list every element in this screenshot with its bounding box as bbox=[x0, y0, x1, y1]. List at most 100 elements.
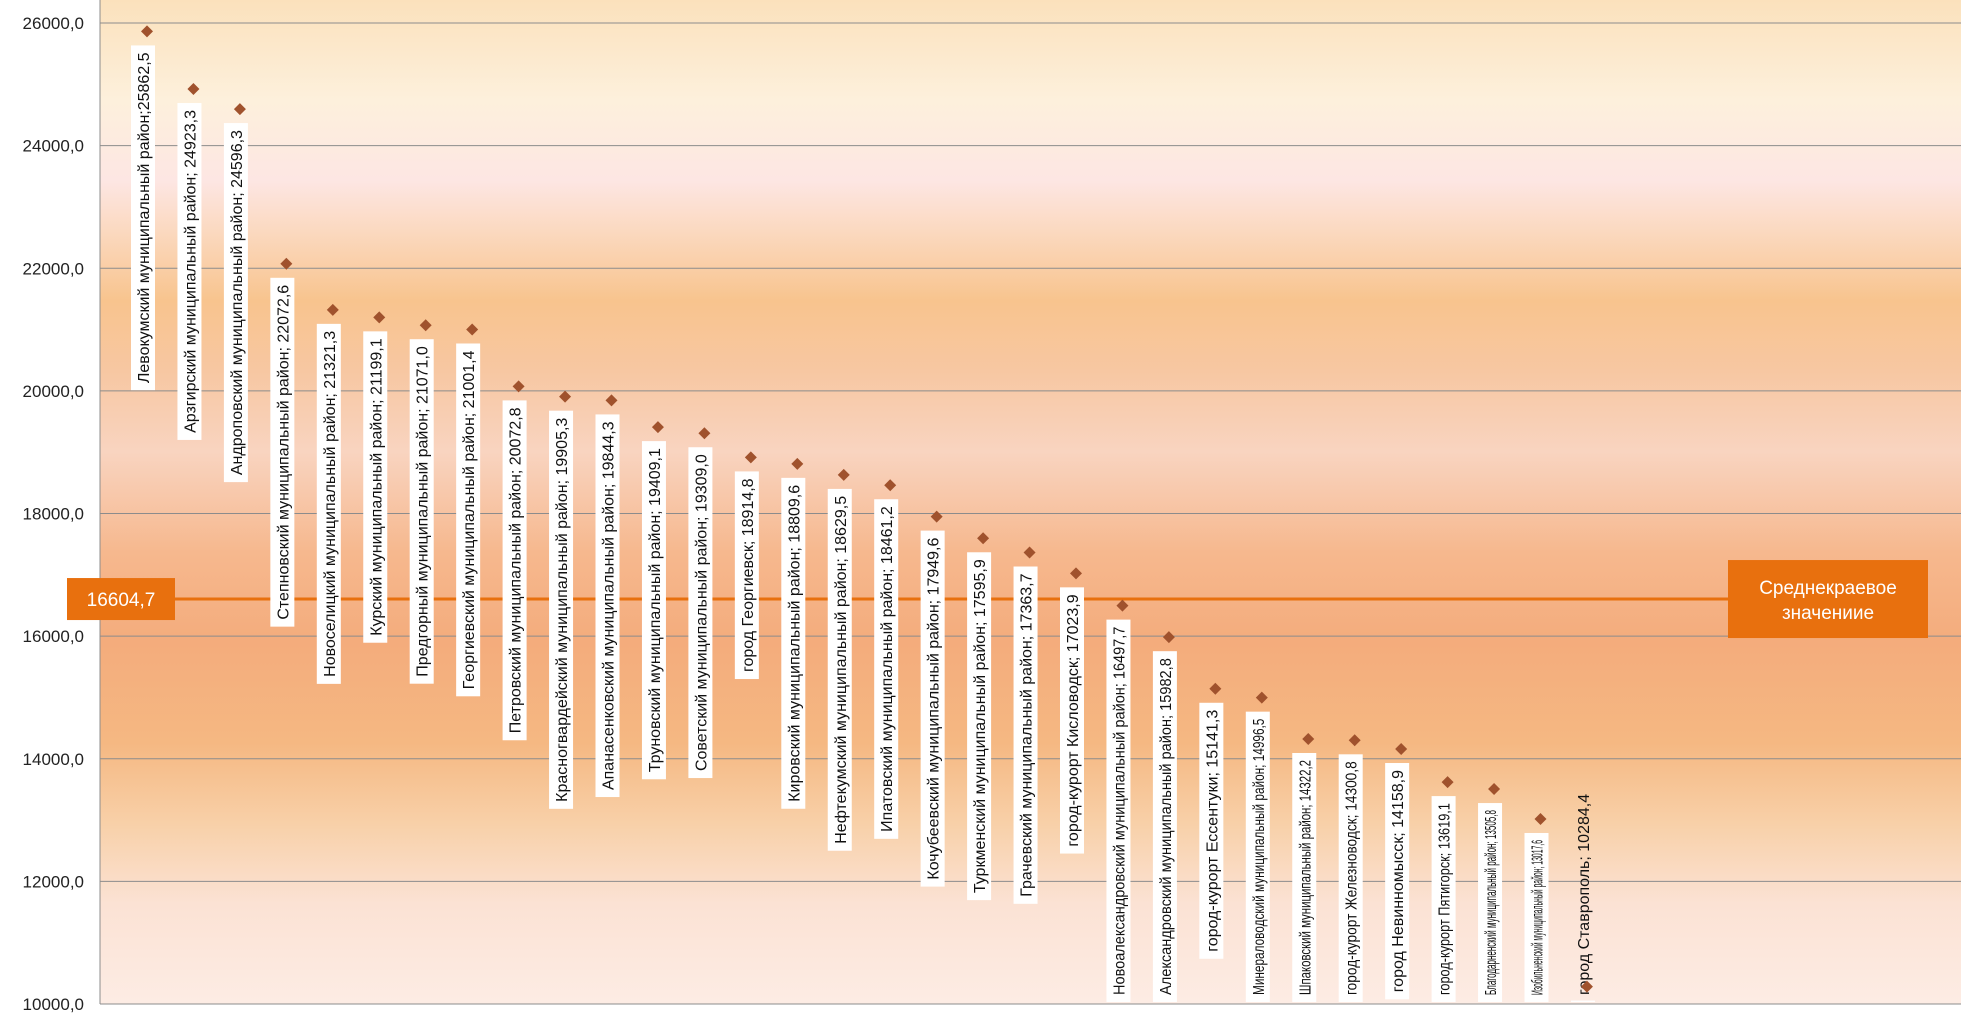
data-point bbox=[1488, 783, 1501, 796]
data-label: город Георгиевск; 18914,8 bbox=[734, 471, 759, 680]
data-point bbox=[280, 257, 293, 270]
data-point bbox=[1580, 980, 1593, 993]
data-label: Левокумский муниципальный район;25862,5 bbox=[131, 45, 155, 391]
data-point bbox=[1116, 599, 1129, 612]
data-label-text: город-курорт Кисловодск; 17023,9 bbox=[1065, 594, 1082, 846]
data-point bbox=[1070, 567, 1082, 580]
y-tick-label: 22000,0 bbox=[23, 259, 84, 278]
data-point bbox=[1441, 776, 1454, 789]
data-label-text: Нефтекумский муниципальный район; 18629,… bbox=[833, 496, 850, 844]
data-label-text: Александровский муниципальный район; 159… bbox=[1158, 658, 1175, 995]
data-label: город-курорт Ессентуки; 15141,3 bbox=[1199, 702, 1224, 959]
data-label-text: Петровский муниципальный район; 20072,8 bbox=[508, 407, 525, 733]
data-label-text: Минераловодский муниципальный район; 149… bbox=[1251, 719, 1268, 995]
data-label: Арзгирский муниципальный район; 24923,3 bbox=[177, 103, 202, 440]
data-point bbox=[791, 457, 804, 470]
data-point bbox=[512, 380, 525, 393]
data-point bbox=[326, 303, 339, 316]
data-label-text: город-курорт Пятигорск; 13619,1 bbox=[1437, 803, 1454, 995]
data-label-text: город-курорт Железноводск; 14300,8 bbox=[1344, 761, 1361, 995]
data-label: Шпаковский муниципальный район; 14322,2 bbox=[1292, 752, 1317, 1002]
data-point bbox=[1395, 743, 1408, 756]
y-tick-label: 18000,0 bbox=[23, 505, 84, 524]
y-tick-label: 10000,0 bbox=[23, 995, 84, 1014]
data-point bbox=[651, 421, 664, 434]
data-label: Новоалександровский муниципальный район;… bbox=[1106, 619, 1131, 1002]
data-label: город-курорт Кисловодск; 17023,9 bbox=[1060, 587, 1084, 854]
average-label-box bbox=[1728, 560, 1928, 639]
data-point bbox=[141, 25, 153, 38]
data-label: город Невинномысск; 14158,9 bbox=[1385, 763, 1410, 1000]
data-label-text: Курский муниципальный район; 21199,1 bbox=[368, 338, 385, 635]
data-label: Георгиевский муниципальный район; 21001,… bbox=[456, 343, 481, 697]
data-label: Красногвардейский муниципальный район; 1… bbox=[549, 410, 574, 809]
data-point bbox=[977, 532, 990, 545]
data-label: Новоселицкий муниципальный район; 21321,… bbox=[316, 323, 341, 684]
data-point bbox=[187, 83, 200, 96]
data-point bbox=[466, 323, 479, 336]
data-point bbox=[744, 451, 757, 464]
y-tick-label: 26000,0 bbox=[23, 14, 84, 33]
data-label-text: Кочубеевский муниципальный район; 17949,… bbox=[926, 537, 943, 879]
data-label-text: Грачевский муниципальный район; 17363,7 bbox=[1019, 573, 1036, 896]
data-label-text: Изобильненский муниципальный район; 1301… bbox=[1530, 840, 1547, 995]
data-label-text: Труновский муниципальный район; 19409,1 bbox=[647, 448, 664, 772]
y-tick-label: 16000,0 bbox=[23, 627, 84, 646]
data-label: Степновский муниципальный район; 22072,6 bbox=[270, 277, 295, 627]
data-label-text: Туркменский муниципальный район; 17595,9 bbox=[972, 559, 989, 893]
data-point bbox=[1302, 732, 1315, 745]
data-label: Советский муниципальный район; 19309,0 bbox=[688, 447, 713, 779]
data-point bbox=[930, 510, 943, 523]
data-label-text: Кировский муниципальный район; 18809,6 bbox=[786, 485, 803, 802]
data-label-text: Арзгирский муниципальный район; 24923,3 bbox=[182, 110, 199, 433]
data-label-text: Предгорный муниципальный район; 21071,0 bbox=[415, 346, 432, 677]
average-value-box bbox=[67, 578, 175, 621]
data-point bbox=[1209, 682, 1222, 695]
data-point bbox=[837, 468, 850, 481]
data-label-text: Ипатовский муниципальный район; 18461,2 bbox=[879, 506, 896, 832]
data-label: Изобильненский муниципальный район; 1301… bbox=[1524, 832, 1549, 1002]
data-point bbox=[1023, 546, 1036, 559]
y-tick-label: 20000,0 bbox=[23, 382, 84, 401]
average-label: Среднекраевое значениие bbox=[1759, 578, 1897, 624]
data-label: Труновский муниципальный район; 19409,1 bbox=[641, 441, 666, 780]
data-label: Предгорный муниципальный район; 21071,0 bbox=[409, 339, 434, 684]
data-label-text: Советский муниципальный район; 19309,0 bbox=[693, 454, 710, 771]
data-label-text: Новоселицкий муниципальный район; 21321,… bbox=[322, 331, 339, 677]
data-label: город-курорт Железноводск; 14300,8 bbox=[1338, 754, 1363, 1002]
data-label: Кировский муниципальный район; 18809,6 bbox=[781, 477, 806, 809]
data-label: Ипатовский муниципальный район; 18461,2 bbox=[874, 499, 899, 839]
data-label-text: Новоалександровский муниципальный район;… bbox=[1111, 627, 1128, 995]
data-label: Туркменский муниципальный район; 17595,9 bbox=[967, 552, 992, 901]
data-label: Петровский муниципальный район; 20072,8 bbox=[502, 400, 527, 741]
y-tick-label: 24000,0 bbox=[23, 137, 84, 156]
data-label-text: Андроповский муниципальный район; 24596,… bbox=[229, 130, 246, 475]
data-label-text: Степновский муниципальный район; 22072,6 bbox=[275, 285, 292, 620]
data-label-text: Левокумский муниципальный район;25862,5 bbox=[136, 52, 153, 383]
data-label: Минераловодский муниципальный район; 149… bbox=[1245, 711, 1270, 1002]
data-point bbox=[1534, 812, 1547, 825]
data-point bbox=[1348, 734, 1361, 747]
data-label: город Ставрополь; 10284,4 bbox=[1570, 794, 1595, 1002]
data-label: Курский муниципальный район; 21199,1 bbox=[363, 331, 388, 643]
data-point bbox=[698, 427, 711, 440]
data-label: Кочубеевский муниципальный район; 17949,… bbox=[920, 530, 945, 887]
data-label-text: Благодарненский муниципальный район; 135… bbox=[1483, 810, 1500, 995]
data-label-text: Шпаковский муниципальный район; 14322,2 bbox=[1297, 760, 1314, 995]
data-point bbox=[884, 479, 897, 492]
data-label-text: Красногвардейский муниципальный район; 1… bbox=[554, 418, 571, 802]
data-point bbox=[605, 394, 618, 407]
y-tick-label: 14000,0 bbox=[23, 750, 84, 769]
data-label-text: город-курорт Ессентуки; 15141,3 bbox=[1204, 710, 1221, 952]
data-point bbox=[559, 390, 572, 403]
data-label: Апанасенковский муниципальный район; 198… bbox=[595, 414, 620, 798]
average-value-label: 16604,7 bbox=[87, 590, 156, 611]
data-label-text: город Ставрополь; 10284,4 bbox=[1576, 794, 1593, 995]
data-point bbox=[1255, 691, 1268, 704]
data-label: Нефтекумский муниципальный район; 18629,… bbox=[827, 488, 852, 851]
data-label: Грачевский муниципальный район; 17363,7 bbox=[1013, 566, 1038, 904]
data-label-text: Апанасенковский муниципальный район; 198… bbox=[601, 421, 618, 790]
data-label: город-курорт Пятигорск; 13619,1 bbox=[1431, 796, 1456, 1002]
